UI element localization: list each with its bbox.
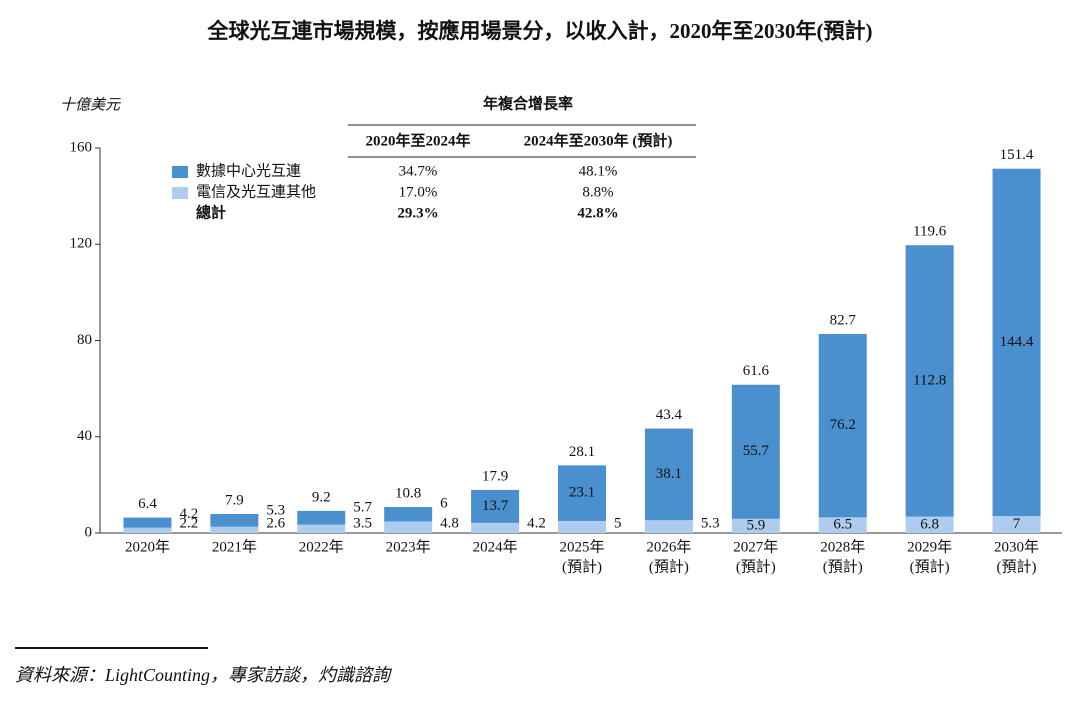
total-label: 6.4 — [138, 496, 157, 512]
cagr-value: 48.1% — [579, 163, 618, 179]
bar-segment — [123, 527, 172, 533]
total-label: 43.4 — [656, 407, 683, 423]
y-tick-label: 80 — [77, 332, 92, 348]
value-label: 5 — [614, 515, 622, 531]
value-label: 4.2 — [527, 515, 546, 531]
source: 資料來源：LightCounting，專家訪談，灼識諮詢 — [15, 665, 393, 685]
x-tick-label: 2028年 — [820, 538, 865, 555]
legend-label: 數據中心光互連 — [196, 162, 301, 179]
total-label: 10.8 — [395, 485, 421, 501]
total-label: 總計 — [196, 203, 226, 221]
x-tick-note: (預計) — [823, 558, 863, 575]
value-label: 5.3 — [266, 502, 285, 518]
value-label: 5.9 — [746, 517, 765, 533]
total-label: 61.6 — [743, 363, 770, 379]
total-label: 151.4 — [1000, 147, 1034, 163]
bar-segment — [210, 526, 259, 533]
value-label: 2.6 — [266, 515, 285, 531]
y-unit: 十億美元 — [60, 96, 121, 113]
x-tick-label: 2020年 — [125, 538, 170, 555]
bar-segment — [123, 517, 172, 528]
value-label: 112.8 — [913, 372, 946, 388]
value-label: 4.2 — [179, 506, 198, 522]
cagr-value: 8.8% — [582, 184, 613, 200]
total-label: 28.1 — [569, 444, 595, 460]
bar-segment — [818, 334, 867, 518]
x-tick-label: 2023年 — [386, 538, 431, 555]
value-label: 6.5 — [833, 517, 852, 533]
bar-segment — [384, 507, 433, 522]
cagr-period: 2020年至2024年 — [365, 131, 470, 149]
x-tick-note: (預計) — [562, 558, 602, 575]
bar-segment — [731, 518, 780, 533]
value-label: 6 — [440, 495, 448, 511]
value-label: 4.8 — [440, 515, 459, 531]
bar-segment — [558, 465, 606, 521]
value-label: 2.2 — [179, 515, 198, 531]
y-tick-label: 0 — [85, 524, 93, 540]
value-label: 5.7 — [353, 499, 372, 515]
value-label: 3.5 — [353, 515, 372, 531]
x-tick-label: 2022年 — [299, 538, 344, 555]
value-label: 23.1 — [569, 485, 595, 501]
chart-title: 全球光互連市場規模，按應用場景分，以收入計，2020年至2030年(預計) — [207, 19, 873, 43]
y-tick-label: 160 — [70, 139, 93, 155]
total-label: 7.9 — [225, 492, 244, 508]
value-label: 55.7 — [743, 443, 770, 459]
value-label: 5.3 — [701, 515, 720, 531]
value-label: 13.7 — [482, 498, 509, 514]
value-label: 7 — [1013, 516, 1021, 532]
legend-swatch — [172, 187, 188, 199]
x-tick-label: 2030年 — [994, 538, 1039, 555]
x-tick-label: 2026年 — [646, 538, 691, 555]
legend-label: 電信及光互連其他 — [196, 183, 316, 200]
x-tick-note: (預計) — [736, 558, 776, 575]
x-tick-label: 2027年 — [733, 538, 778, 555]
x-tick-note: (預計) — [910, 558, 950, 575]
x-tick-label: 2024年 — [473, 538, 518, 555]
total-cagr: 29.3% — [397, 205, 438, 221]
cagr-value: 17.0% — [399, 184, 438, 200]
y-tick-label: 40 — [77, 428, 92, 444]
bar-segment — [644, 428, 693, 521]
legend-swatch — [172, 166, 188, 178]
cagr-period: 2024年至2030年 (預計) — [524, 131, 673, 149]
bar-segment — [471, 489, 520, 523]
x-tick-note: (預計) — [649, 558, 689, 575]
bar-segment — [818, 517, 867, 533]
total-label: 119.6 — [913, 224, 947, 240]
x-tick-label: 2021年 — [212, 538, 257, 555]
cagr-title: 年複合增長率 — [483, 94, 573, 112]
x-tick-label: 2025年 — [559, 538, 604, 555]
value-label: 6.8 — [920, 516, 939, 532]
total-label: 17.9 — [482, 468, 508, 484]
value-label: 144.4 — [1000, 334, 1034, 350]
total-label: 9.2 — [312, 489, 331, 505]
bar-segment — [731, 384, 780, 519]
x-tick-note: (預計) — [997, 558, 1037, 575]
bar-segment — [297, 510, 346, 525]
value-label: 76.2 — [830, 417, 856, 433]
total-cagr: 42.8% — [577, 205, 618, 221]
cagr-value: 34.7% — [399, 163, 438, 179]
bar-segment — [297, 524, 346, 533]
x-tick-label: 2029年 — [907, 538, 952, 555]
bar-segment — [644, 520, 693, 533]
bar-segment — [992, 516, 1041, 533]
total-label: 82.7 — [830, 312, 857, 328]
bar-segment — [905, 516, 954, 533]
y-tick-label: 120 — [70, 236, 93, 252]
bar-segment — [992, 168, 1041, 517]
bar-segment — [384, 521, 433, 533]
value-label: 38.1 — [656, 466, 682, 482]
bar-segment — [210, 513, 259, 527]
bar-segment — [905, 245, 954, 517]
bar-segment — [471, 522, 520, 533]
bar-segment — [558, 520, 606, 533]
